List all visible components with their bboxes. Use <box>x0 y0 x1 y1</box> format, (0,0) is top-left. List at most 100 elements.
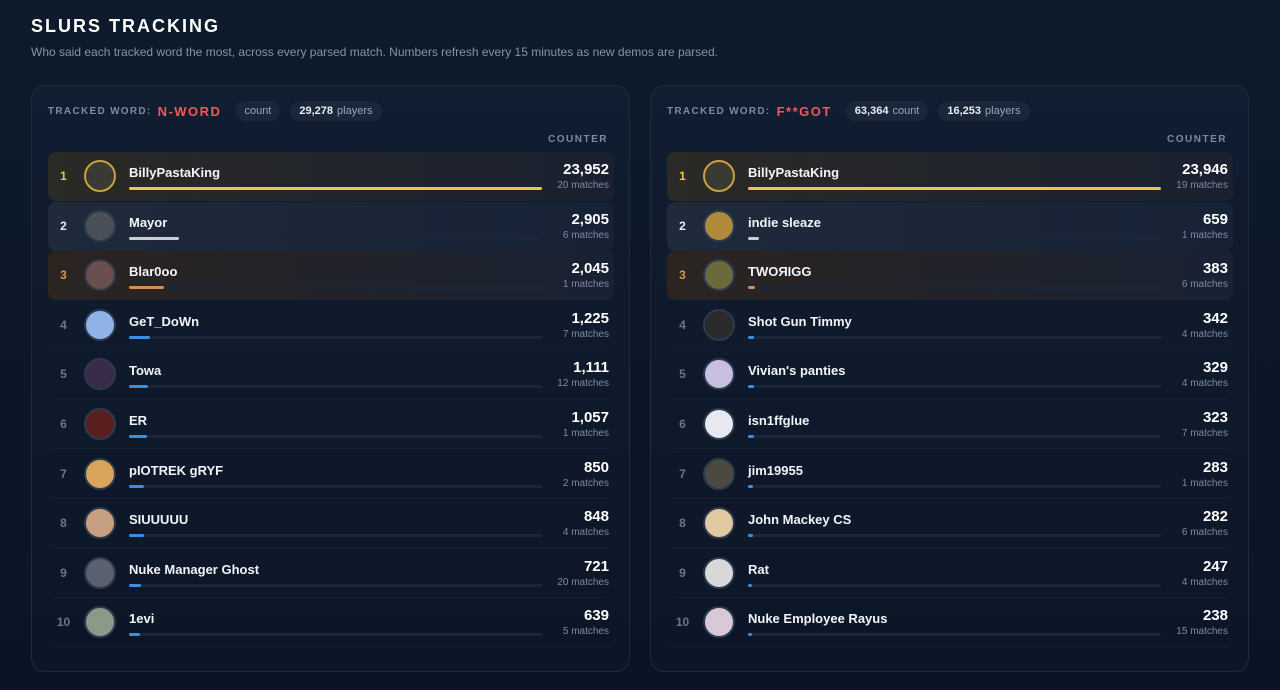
leaderboard-row: 10 1evi 639 5 matches <box>48 598 614 648</box>
tracked-label: TRACKED WORD: <box>48 105 152 117</box>
leaderboard-row: 3 Blar0oo 2,045 1 matches <box>48 251 614 301</box>
panel-header: TRACKED WORD: N-WORD count 29,278 players <box>48 101 382 121</box>
count-bar <box>748 335 754 339</box>
player-name: TWOЯIGG <box>748 264 812 280</box>
bar-track <box>129 335 542 339</box>
pill-number: 29,278 <box>299 105 334 117</box>
rank: 9 <box>60 565 67 580</box>
rank: 9 <box>679 565 686 580</box>
count: 639 <box>583 607 609 625</box>
bar-track <box>748 187 1161 190</box>
player-name: pIOTREK gRYF <box>129 462 224 478</box>
rank: 1 <box>60 169 67 183</box>
bar-track <box>129 187 542 190</box>
avatar <box>84 457 116 490</box>
player-name: Nuke Employee Rayus <box>748 611 888 627</box>
bar-track <box>748 335 1161 339</box>
matches: 15 matches <box>1176 626 1228 638</box>
count: 721 <box>583 557 609 575</box>
leaderboard-row: 5 Vivian's panties 329 4 matches <box>667 350 1233 400</box>
matches: 4 matches <box>562 527 609 539</box>
matches: 6 matches <box>1181 527 1228 539</box>
rank: 8 <box>60 516 67 531</box>
count: 323 <box>1202 409 1228 426</box>
count: 1,111 <box>573 359 609 377</box>
leaderboard-row: 5 Towa 1,111 12 matches <box>48 350 614 400</box>
matches: 4 matches <box>1181 576 1228 588</box>
count: 848 <box>583 508 609 526</box>
rank: 10 <box>675 615 690 630</box>
player-name: SIUUUUU <box>129 512 189 528</box>
count-bar <box>748 484 753 488</box>
leaderboard-row: 8 John Mackey CS 282 6 matches <box>667 499 1233 549</box>
count-bar <box>129 484 144 488</box>
avatar <box>84 259 116 292</box>
player-name: Towa <box>129 363 162 379</box>
leaderboard-row: 2 indie sleaze 659 1 matches <box>667 201 1233 251</box>
player-name: Rat <box>748 561 769 577</box>
count-bar <box>129 583 142 587</box>
player-name: Mayor <box>129 214 168 230</box>
bar-track <box>129 484 542 488</box>
leaderboard-row: 9 Rat 247 4 matches <box>667 549 1233 598</box>
rank: 2 <box>679 218 686 233</box>
leaderboard-row: 3 TWOЯIGG 383 6 matches <box>667 251 1233 301</box>
avatar <box>84 556 116 589</box>
pill-number: 16,253 <box>947 105 982 117</box>
count-bar <box>129 236 180 240</box>
player-name: jim19955 <box>748 462 803 478</box>
avatar <box>84 408 116 440</box>
bar-track <box>748 583 1161 587</box>
rank: 7 <box>60 466 67 481</box>
leaderboard-panel: TRACKED WORD: F**GOT 63,364 count 16,253 play… <box>650 85 1249 672</box>
count: 1,057 <box>571 409 609 426</box>
matches: 12 matches <box>557 378 609 390</box>
avatar <box>84 358 116 391</box>
matches: 2 matches <box>562 477 609 489</box>
leaderboard-row: 10 Nuke Employee Rayus 238 15 matches <box>667 598 1233 648</box>
bar-track <box>748 385 1161 389</box>
player-name: Blar0oo <box>129 264 178 280</box>
page-title: SLURS TRACKING <box>31 16 220 36</box>
rank: 1 <box>679 169 686 183</box>
matches: 7 matches <box>1181 428 1228 439</box>
pill-unit: players <box>337 105 373 117</box>
count: 247 <box>1202 557 1228 575</box>
pill-unit: count <box>244 105 272 117</box>
count-bar <box>748 534 753 538</box>
bar-track <box>129 435 542 438</box>
count: 2,905 <box>571 210 609 228</box>
rank: 4 <box>60 317 67 332</box>
leaderboard-row: 4 Shot Gun Timmy 342 4 matches <box>667 301 1233 350</box>
tracked-word: N-WORD <box>157 103 222 119</box>
player-name: BillyPastaKing <box>129 165 221 180</box>
leaderboard-row: 7 pIOTREK gRYF 850 2 matches <box>48 450 614 499</box>
leaderboard-row: 4 GeT_DoWn 1,225 7 matches <box>48 301 614 350</box>
avatar <box>84 160 116 192</box>
matches: 6 matches <box>1181 279 1228 291</box>
count: 2,045 <box>571 260 609 278</box>
leaderboard-row: 6 ER 1,057 1 matches <box>48 400 614 449</box>
bar-track <box>748 633 1161 637</box>
count-bar <box>129 286 165 290</box>
rank: 10 <box>56 615 71 630</box>
avatar <box>84 606 116 639</box>
leaderboard-row: 6 isn1ffglue 323 7 matches <box>667 400 1233 449</box>
count-bar <box>748 187 1161 190</box>
count: 383 <box>1202 260 1228 278</box>
count-bar <box>129 534 144 538</box>
count-bar <box>748 435 754 438</box>
matches: 1 matches <box>1181 229 1228 241</box>
player-name: Nuke Manager Ghost <box>129 561 260 577</box>
rank: 2 <box>60 218 67 233</box>
rank: 5 <box>60 367 67 382</box>
player-name: isn1ffglue <box>748 413 810 428</box>
leaderboard-row: 8 SIUUUUU 848 4 matches <box>48 499 614 549</box>
count: 283 <box>1202 458 1228 476</box>
leaderboard-row: 1 BillyPastaKing 23,946 19 matches <box>667 152 1233 201</box>
bar-track <box>129 236 542 240</box>
stat-pill: 63,364 count <box>845 101 929 121</box>
bar-track <box>748 236 1161 240</box>
count: 23,952 <box>563 161 609 178</box>
avatar <box>703 259 735 292</box>
